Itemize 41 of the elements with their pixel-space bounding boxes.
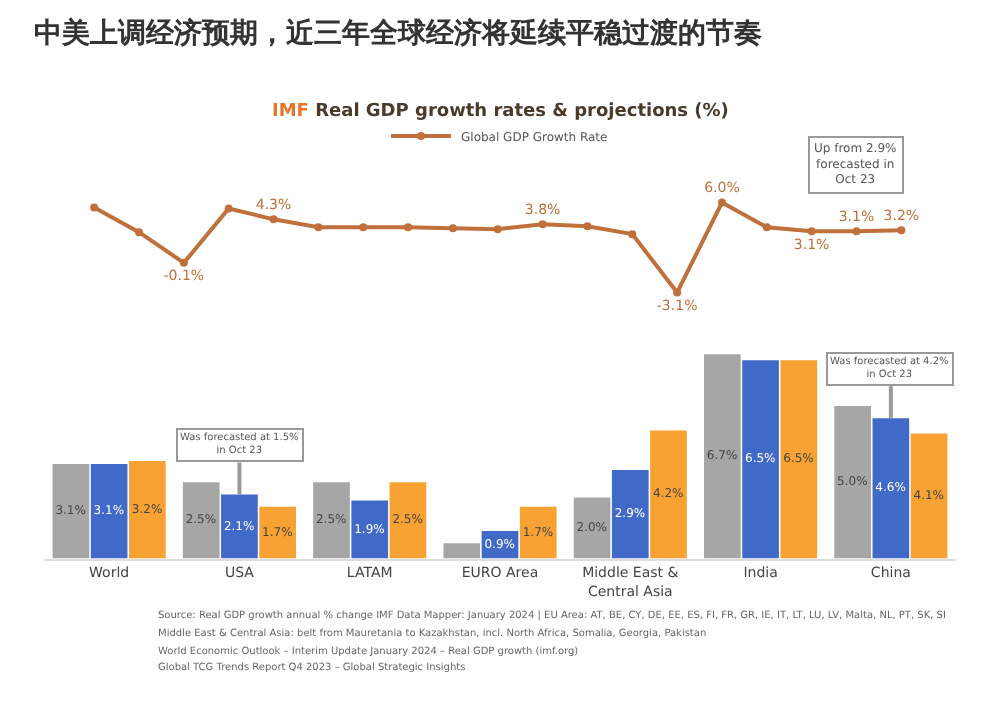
point	[538, 220, 547, 229]
point	[404, 223, 413, 232]
point	[897, 226, 906, 235]
point	[583, 222, 592, 231]
point	[269, 215, 278, 224]
point	[314, 223, 323, 232]
bar	[872, 418, 910, 559]
point	[852, 227, 861, 236]
bar	[221, 494, 258, 559]
bar	[351, 500, 389, 559]
point	[673, 288, 682, 297]
bar	[259, 506, 296, 559]
chart-subtitle: IMF Real GDP growth rates & projections (%)	[272, 102, 729, 122]
point	[359, 223, 368, 232]
bar	[52, 464, 90, 559]
bar	[182, 482, 220, 559]
bar	[650, 430, 687, 559]
bar	[129, 460, 166, 559]
bar	[389, 482, 427, 559]
bar	[704, 354, 741, 559]
bar	[611, 470, 649, 559]
point	[448, 224, 457, 233]
bar	[443, 543, 481, 559]
point	[90, 203, 99, 212]
bar	[313, 482, 350, 559]
bar	[742, 360, 779, 559]
bar	[90, 464, 128, 559]
bar	[910, 433, 948, 559]
point	[179, 258, 188, 267]
point	[493, 225, 502, 234]
bar	[573, 497, 611, 559]
bar	[519, 506, 557, 559]
point	[717, 198, 726, 207]
point	[135, 228, 144, 237]
point	[224, 204, 233, 213]
point	[762, 223, 771, 232]
point	[628, 230, 637, 239]
point	[807, 227, 816, 236]
chart-title: 中美上调经济预期，近三年全球经济将延续平稳过渡的节奏	[34, 16, 762, 50]
bar	[780, 360, 818, 559]
bar	[834, 406, 871, 559]
